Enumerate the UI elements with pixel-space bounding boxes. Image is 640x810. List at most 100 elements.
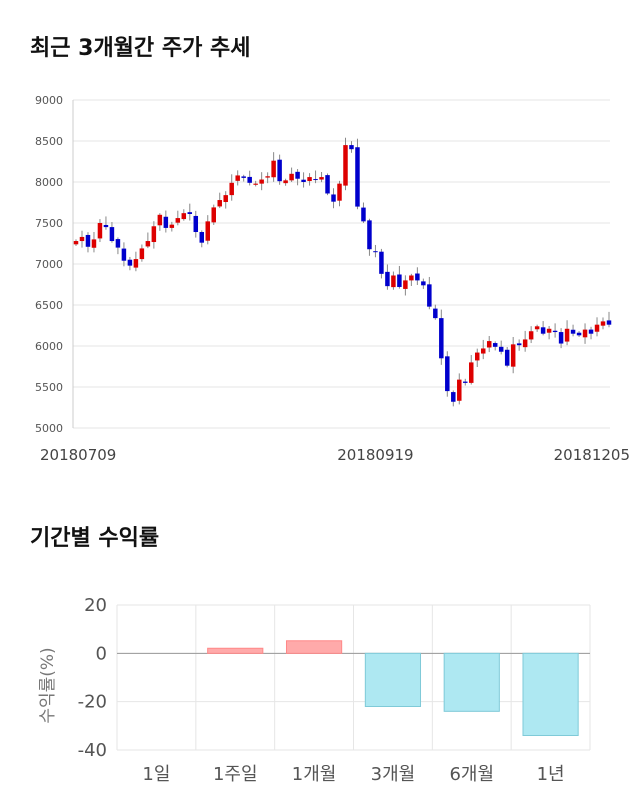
price-x-tick: 20180709 bbox=[40, 446, 116, 464]
price-candle bbox=[205, 215, 210, 245]
returns-bar bbox=[443, 652, 500, 712]
price-candle bbox=[307, 173, 312, 186]
price-candle bbox=[337, 180, 342, 207]
price-y-tick: 8000 bbox=[35, 176, 63, 189]
price-candle bbox=[127, 256, 133, 271]
price-candle bbox=[588, 326, 594, 340]
price-candle bbox=[91, 232, 97, 253]
price-candle bbox=[475, 348, 480, 367]
price-y-tick: 9000 bbox=[35, 94, 63, 107]
price-candle bbox=[283, 178, 288, 186]
price-candle bbox=[463, 378, 468, 386]
price-candle bbox=[582, 323, 588, 344]
returns-x-tick: 1일 bbox=[142, 764, 170, 785]
price-candle bbox=[259, 172, 264, 191]
price-candle bbox=[277, 154, 282, 185]
price-candle bbox=[187, 203, 193, 221]
price-candle bbox=[457, 373, 462, 405]
price-candle bbox=[576, 331, 582, 337]
price-candle bbox=[534, 324, 540, 332]
returns-bar bbox=[285, 640, 343, 654]
price-candle bbox=[145, 232, 151, 249]
price-candle bbox=[355, 138, 360, 210]
price-candle bbox=[139, 244, 145, 262]
price-candle bbox=[229, 174, 234, 201]
returns-grid bbox=[116, 604, 591, 751]
price-candle bbox=[181, 209, 187, 221]
price-chart-title: 최근 3개월간 주가 추세 bbox=[30, 36, 251, 61]
returns-y-tick: -40 bbox=[78, 740, 107, 761]
price-candle bbox=[325, 173, 330, 196]
price-y-tick: 6500 bbox=[35, 299, 63, 312]
price-trend-chart: 5000 5500 6000 6500 7000 7500 8000 8500 9000 2018… bbox=[35, 94, 630, 464]
price-candle bbox=[570, 324, 576, 337]
price-candle bbox=[295, 169, 300, 186]
price-candle bbox=[289, 167, 294, 182]
price-candle bbox=[247, 170, 252, 186]
price-candle bbox=[403, 275, 408, 296]
returns-bars bbox=[207, 640, 579, 736]
price-candle bbox=[265, 172, 270, 184]
price-candle bbox=[121, 242, 127, 267]
price-axis-labels: 5000 5500 6000 6500 7000 7500 8000 8500 9000 2018… bbox=[35, 94, 630, 464]
price-candle bbox=[253, 180, 258, 187]
returns-bar bbox=[522, 652, 579, 736]
returns-x-tick: 3개월 bbox=[371, 764, 416, 785]
price-candle bbox=[241, 174, 246, 182]
price-candle bbox=[546, 325, 552, 340]
price-candle bbox=[540, 321, 546, 336]
price-candle bbox=[235, 170, 240, 186]
price-candle bbox=[109, 222, 115, 243]
price-candle bbox=[486, 335, 492, 353]
price-candle bbox=[606, 311, 612, 328]
price-candle bbox=[498, 340, 504, 355]
price-candle bbox=[331, 188, 336, 209]
price-candle bbox=[175, 210, 181, 226]
price-y-tick: 6000 bbox=[35, 340, 63, 353]
price-candle bbox=[522, 330, 528, 352]
price-candle bbox=[97, 219, 103, 243]
price-candle bbox=[439, 309, 444, 365]
returns-y-tick: 20 bbox=[84, 595, 107, 616]
price-candle bbox=[115, 237, 121, 255]
price-grid bbox=[72, 99, 610, 429]
price-candle bbox=[594, 317, 600, 337]
price-candle bbox=[564, 320, 570, 346]
returns-y-label: 수익률(%) bbox=[38, 647, 58, 723]
price-candle bbox=[313, 170, 318, 184]
price-candle bbox=[373, 244, 378, 258]
price-candle bbox=[133, 251, 139, 272]
price-candle bbox=[433, 304, 438, 320]
returns-bar bbox=[364, 652, 422, 708]
price-candle bbox=[217, 192, 222, 209]
price-candle bbox=[421, 278, 426, 289]
price-candle bbox=[504, 346, 510, 368]
price-candle bbox=[600, 317, 606, 330]
price-candle bbox=[211, 204, 216, 225]
price-candle bbox=[73, 239, 79, 246]
price-y-tick: 5500 bbox=[35, 381, 63, 394]
price-candle bbox=[558, 328, 564, 349]
price-candle bbox=[427, 276, 432, 310]
price-candle bbox=[391, 271, 396, 290]
returns-axis-labels: 20 0 -20 -40 1일 1주일 1개월 3개월 6개월 1년 수익률(%) bbox=[38, 595, 565, 785]
price-candle bbox=[319, 171, 324, 183]
price-candle bbox=[528, 326, 534, 344]
price-x-tick: 20180919 bbox=[337, 446, 413, 464]
price-candle bbox=[193, 210, 199, 238]
returns-x-tick: 6개월 bbox=[449, 764, 494, 785]
price-candle bbox=[223, 191, 228, 209]
price-candle bbox=[199, 230, 205, 248]
price-candle bbox=[79, 230, 85, 248]
returns-chart-title: 기간별 수익률 bbox=[30, 526, 160, 551]
returns-x-tick: 1개월 bbox=[292, 764, 337, 785]
returns-bar-chart: 20 0 -20 -40 1일 1주일 1개월 3개월 6개월 1년 수익률(%) bbox=[38, 595, 591, 785]
returns-y-tick: -20 bbox=[78, 692, 107, 713]
price-candles bbox=[73, 137, 612, 407]
price-candle bbox=[103, 216, 109, 230]
price-candle bbox=[415, 267, 420, 285]
price-candle bbox=[445, 351, 450, 397]
returns-bar bbox=[207, 647, 264, 654]
price-candle bbox=[343, 137, 348, 191]
price-candle bbox=[409, 273, 414, 286]
